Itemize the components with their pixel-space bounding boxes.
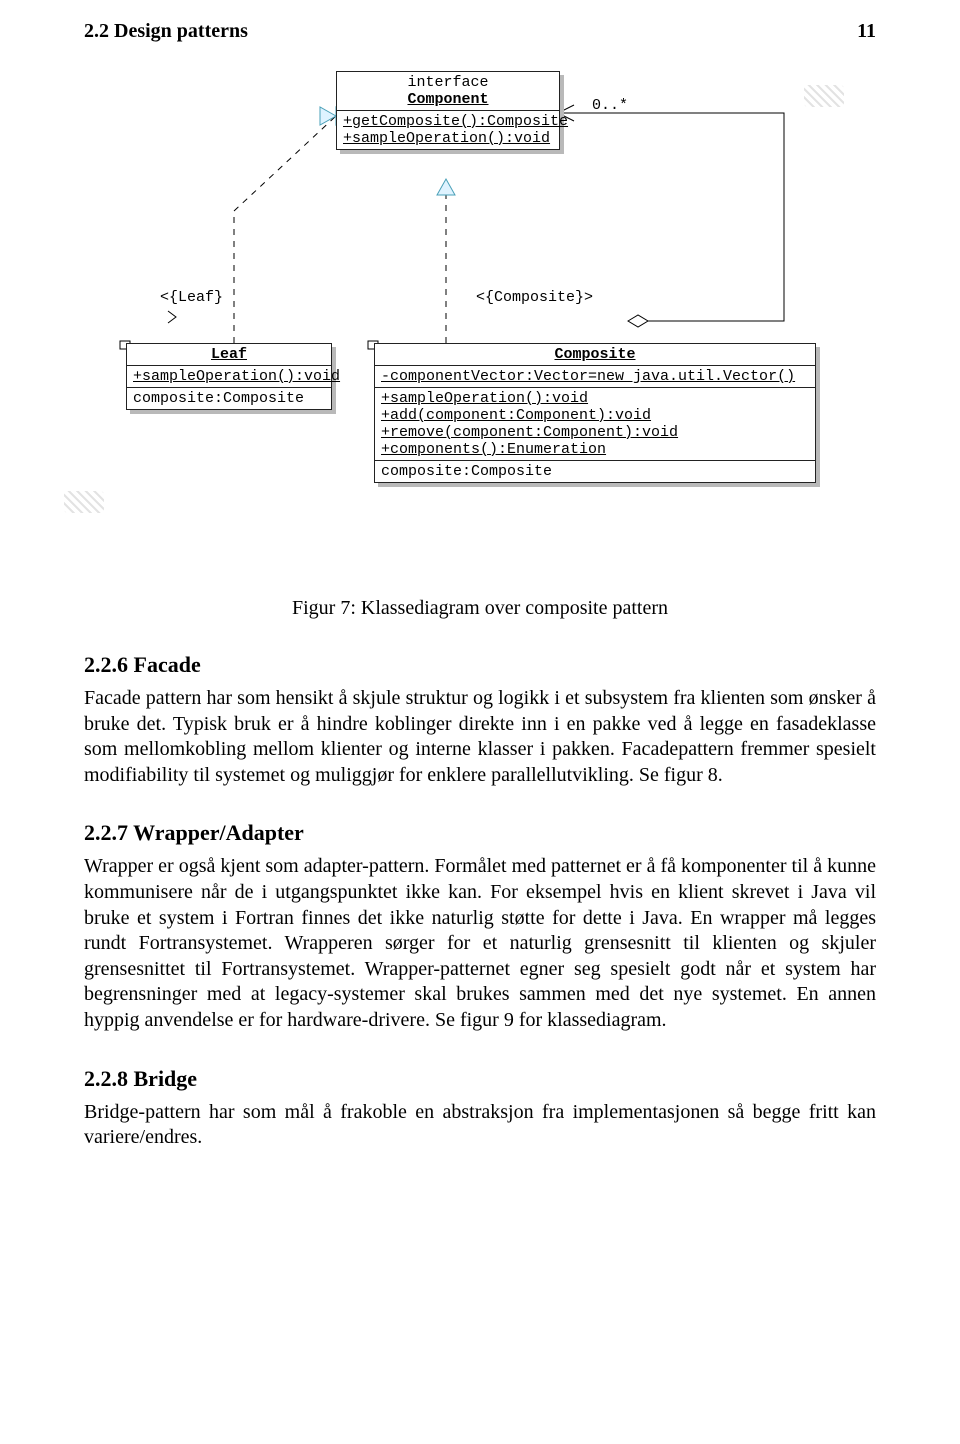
page: 2.2 Design patterns 11 0..* interface Co… <box>0 0 960 1205</box>
class-name: Leaf <box>211 346 247 363</box>
figure-caption: Figur 7: Klassediagram over composite pa… <box>84 597 876 620</box>
running-head-left: 2.2 Design patterns <box>84 20 248 43</box>
class-composite: Composite -componentVector:Vector=new ja… <box>374 343 816 483</box>
section-body-bridge: Bridge-pattern har som mål å frakoble en… <box>84 1100 876 1151</box>
class-ops: +getComposite():Composite +sampleOperati… <box>337 110 559 149</box>
op: +getComposite():Composite <box>343 113 568 130</box>
scribble-mark <box>804 85 844 107</box>
op: +add(component:Component):void <box>381 407 651 424</box>
extra: composite:Composite <box>381 463 552 480</box>
uml-diagram: 0..* interface Component +getComposite()… <box>84 61 884 591</box>
running-head-page: 11 <box>857 20 876 43</box>
class-ops: +sampleOperation():void <box>127 365 331 387</box>
class-component: interface Component +getComposite():Comp… <box>336 71 560 150</box>
section-heading-bridge: 2.2.8 Bridge <box>84 1066 876 1092</box>
class-leaf: Leaf +sampleOperation():void composite:C… <box>126 343 332 410</box>
multiplicity-label: 0..* <box>592 97 628 114</box>
class-name: Component <box>343 91 553 108</box>
op: +sampleOperation():void <box>133 368 340 385</box>
section-heading-facade: 2.2.6 Facade <box>84 652 876 678</box>
section-body-wrapper: Wrapper er også kjent som adapter-patter… <box>84 854 876 1033</box>
class-attrs: -componentVector:Vector=new java.util.Ve… <box>375 365 815 387</box>
stereotype: interface <box>343 74 553 91</box>
class-extra: composite:Composite <box>127 387 331 409</box>
extra: composite:Composite <box>133 390 304 407</box>
class-head: interface Component <box>337 72 559 110</box>
op: +components():Enumeration <box>381 441 606 458</box>
section-heading-wrapper: 2.2.7 Wrapper/Adapter <box>84 820 876 846</box>
class-name: Composite <box>554 346 635 363</box>
attr: -componentVector:Vector=new java.util.Ve… <box>381 368 795 385</box>
running-head: 2.2 Design patterns 11 <box>84 20 876 43</box>
op: +sampleOperation():void <box>343 130 550 147</box>
role-leaf-label: <{Leaf} <box>160 289 223 306</box>
scribble-mark <box>64 491 104 513</box>
op: +sampleOperation():void <box>381 390 588 407</box>
role-composite-label: <{Composite}> <box>476 289 593 306</box>
class-ops: +sampleOperation():void +add(component:C… <box>375 387 815 460</box>
section-body-facade: Facade pattern har som hensikt å skjule … <box>84 686 876 788</box>
op: +remove(component:Component):void <box>381 424 678 441</box>
class-extra: composite:Composite <box>375 460 815 482</box>
